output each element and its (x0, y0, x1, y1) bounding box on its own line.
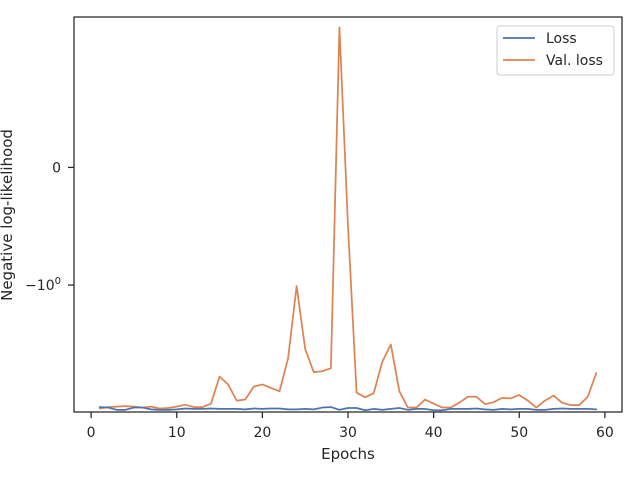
x-axis-label: Epochs (321, 445, 375, 463)
y-tick-exponent: 0 (55, 276, 61, 287)
y-axis-label: Negative log-likelihood (0, 129, 16, 301)
y-tick-label: 0 (52, 160, 61, 176)
y-axis: 0−100 (25, 160, 74, 294)
legend-label-loss: Loss (546, 31, 577, 47)
legend: Loss Val. loss (496, 25, 615, 76)
series-line-loss (98, 406, 598, 412)
x-tick-label: 40 (425, 425, 443, 441)
x-tick-label: 0 (87, 425, 96, 441)
x-tick-label: 60 (596, 425, 614, 441)
x-tick-label: 50 (510, 425, 528, 441)
x-tick-label: 30 (339, 425, 357, 441)
x-tick-label: 20 (253, 425, 271, 441)
x-axis: 0 10 20 30 40 50 60 (87, 412, 614, 441)
series-layer (98, 26, 598, 412)
y-tick-label: −100 (25, 276, 61, 294)
legend-label-val-loss: Val. loss (546, 53, 603, 69)
x-tick-label: 10 (168, 425, 186, 441)
series-line-val-loss (98, 26, 598, 410)
